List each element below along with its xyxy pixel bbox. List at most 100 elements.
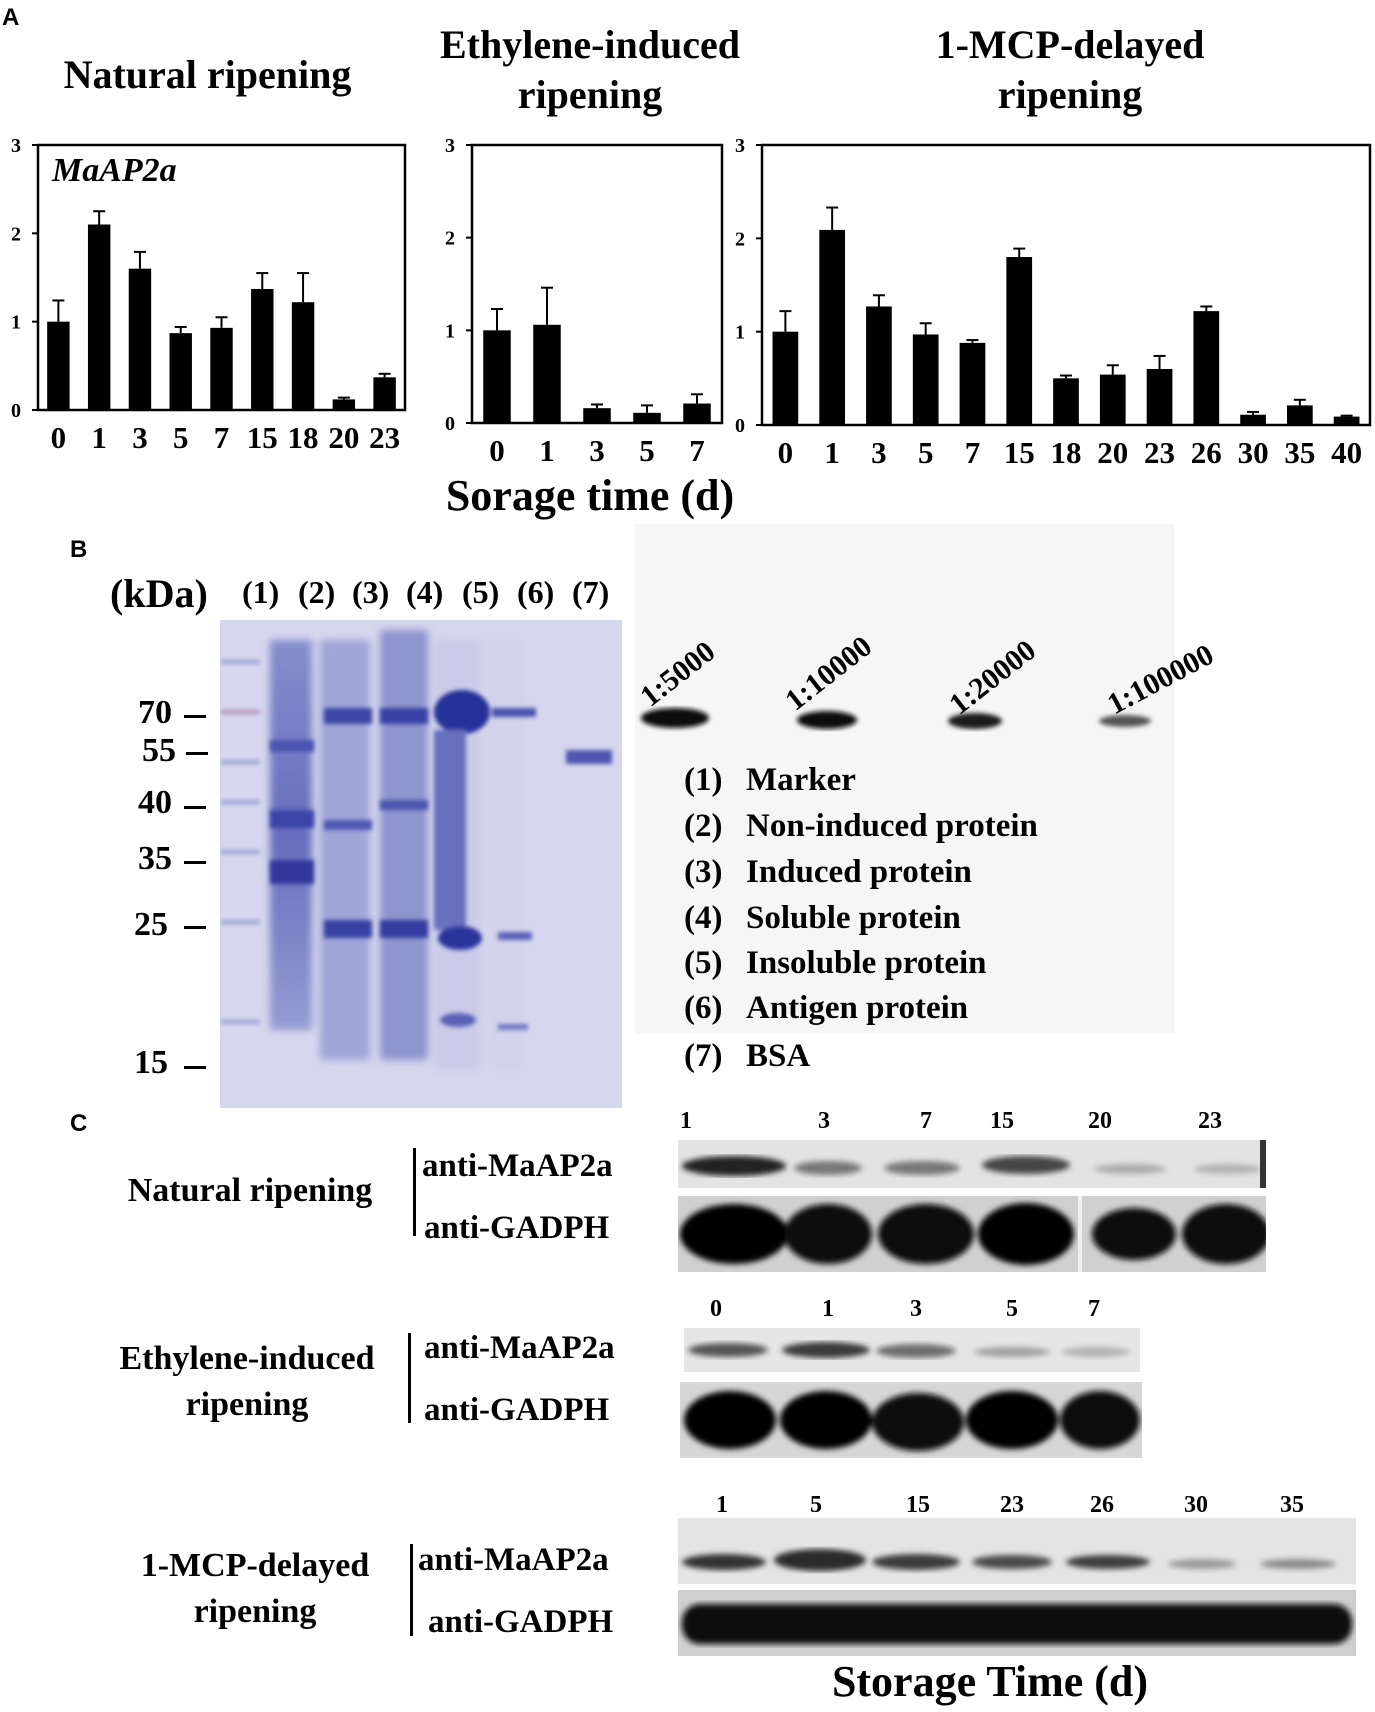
bar	[959, 342, 986, 425]
sds-page-gel-image	[220, 620, 622, 1108]
legend-item: (7) BSA	[684, 1038, 810, 1075]
x-tick-label: 7	[214, 420, 230, 455]
lane-number: 5	[810, 1492, 822, 1518]
lane-label: (7)	[572, 574, 610, 610]
legend-item: (2) Non-induced protein	[684, 808, 1038, 845]
panel-c-letter: C	[70, 1110, 88, 1137]
chart3-title: 1-MCP-delayed ripening	[860, 20, 1280, 120]
group1-lane-numbers: 1 3 7 15 20 23	[680, 1108, 1260, 1138]
chart1-title: Natural ripening	[20, 50, 395, 100]
group-divider	[413, 1148, 416, 1236]
lane-label: (4)	[406, 574, 444, 610]
lane-number: 35	[1280, 1492, 1304, 1518]
bar	[633, 412, 661, 423]
x-tick-label: 26	[1191, 435, 1222, 470]
legend-text: Insoluble protein	[746, 945, 987, 981]
chart2-title-line1: Ethylene-induced	[439, 22, 741, 67]
x-tick-label: 20	[328, 420, 359, 455]
lane-number: 15	[990, 1108, 1014, 1134]
x-tick-label: 1	[91, 420, 107, 455]
lane-number: 30	[1184, 1492, 1208, 1518]
marker-70: 70	[138, 694, 172, 732]
x-tick-label: 23	[1144, 435, 1175, 470]
group-ethylene-induced-label: Ethylene-induced ripening	[92, 1336, 402, 1428]
chart3-title-line2: ripening	[997, 72, 1143, 117]
bar	[1006, 257, 1033, 425]
x-tick-label: 3	[589, 433, 605, 468]
dilution-blot-background	[635, 524, 1175, 1034]
marker-tick	[186, 752, 208, 755]
x-tick-label: 7	[965, 435, 981, 470]
legend-item: (3) Induced protein	[684, 854, 972, 891]
panel-a-xlabel: Sorage time (d)	[445, 471, 735, 520]
group-label-line: ripening	[193, 1593, 317, 1630]
lane-number: 15	[906, 1492, 930, 1518]
bar	[772, 331, 799, 425]
lane-label: (1)	[242, 574, 280, 610]
legend-text: BSA	[746, 1038, 811, 1074]
lane-label: (3)	[352, 574, 390, 610]
antibody-label: anti-GADPH	[424, 1210, 610, 1246]
y-tick-label: 3	[735, 135, 745, 157]
panel-b-letter: B	[70, 536, 88, 563]
chart3-title-line1: 1-MCP-delayed	[935, 22, 1205, 67]
group-divider	[408, 1333, 411, 1423]
bar	[87, 224, 111, 410]
chart1-title-line1: Natural ripening	[63, 52, 352, 97]
group-label-line: ripening	[185, 1386, 309, 1423]
gel-bands	[220, 660, 612, 1030]
lane-number: 23	[1198, 1108, 1222, 1134]
bar	[1146, 369, 1173, 425]
lane-number: 5	[1006, 1296, 1018, 1322]
x-tick-label: 3	[132, 420, 148, 455]
bar	[291, 302, 315, 410]
x-tick-label: 0	[51, 420, 67, 455]
antibody-label: anti-MaAP2a	[418, 1542, 609, 1578]
legend-num: (4)	[684, 900, 723, 936]
bar	[1053, 378, 1079, 425]
bar	[1193, 311, 1220, 425]
y-tick-label: 0	[445, 413, 455, 435]
bar	[373, 377, 396, 410]
x-tick-label: 23	[369, 420, 400, 455]
marker-35: 35	[138, 840, 172, 878]
blot-natural-anti-maap2a	[678, 1140, 1266, 1188]
marker-15: 15	[134, 1044, 168, 1082]
legend-text: Marker	[746, 762, 856, 798]
x-tick-label: 30	[1238, 435, 1269, 470]
legend-num: (2)	[684, 808, 723, 844]
group-label-line: Natural ripening	[127, 1172, 373, 1209]
x-tick-label: 0	[489, 433, 505, 468]
blot-1mcp-anti-maap2a	[678, 1518, 1356, 1588]
x-tick-label: 40	[1331, 435, 1362, 470]
bar	[912, 334, 939, 425]
legend-text: Non-induced protein	[746, 808, 1038, 844]
lane-number: 7	[1088, 1296, 1100, 1322]
y-tick-label: 3	[11, 135, 21, 157]
x-tick-label: 0	[778, 435, 794, 470]
x-tick-label: 1	[539, 433, 555, 468]
dilution-blot-bands	[641, 708, 1151, 729]
marker-value: 15	[134, 1044, 168, 1081]
antibody-label: anti-GADPH	[424, 1392, 610, 1428]
bar	[128, 268, 152, 410]
lane-label: (5)	[462, 574, 500, 610]
x-tick-label: 15	[247, 420, 278, 455]
lane-number: 26	[1090, 1492, 1114, 1518]
legend-text: Soluble protein	[746, 900, 961, 936]
y-tick-label: 3	[445, 135, 455, 157]
gel-lane-labels: (1) (2) (3) (4) (5) (6) (7)	[242, 574, 622, 614]
group-label-line: Ethylene-induced	[119, 1340, 375, 1377]
x-tick-label: 18	[1051, 435, 1082, 470]
panel-a-letter: A	[2, 4, 20, 31]
lane-number: 3	[910, 1296, 922, 1322]
legend-num: (3)	[684, 854, 723, 890]
legend-text: Antigen protein	[746, 990, 969, 1026]
legend-num: (7)	[684, 1038, 723, 1074]
group-natural-ripening-label: Natural ripening	[95, 1168, 405, 1214]
lane-number: 20	[1088, 1108, 1112, 1134]
lane-number: 3	[818, 1108, 830, 1134]
bar	[1099, 374, 1126, 425]
x-tick-label: 1	[824, 435, 840, 470]
